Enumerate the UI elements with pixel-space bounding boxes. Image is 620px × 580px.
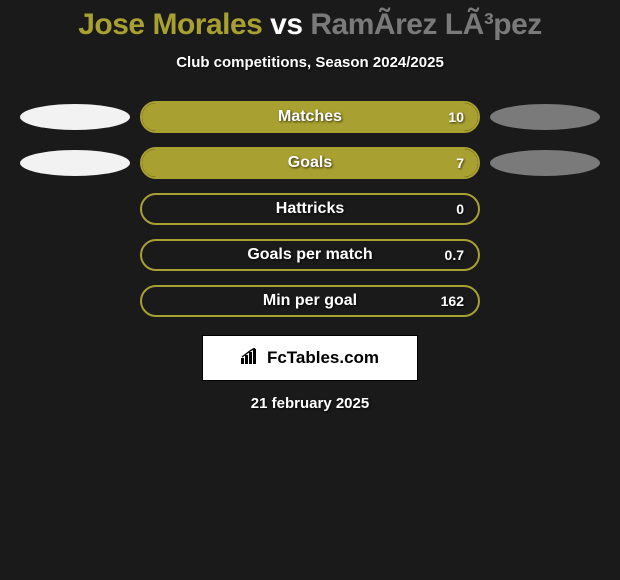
subtitle: Club competitions, Season 2024/2025 — [0, 54, 620, 71]
logo: FcTables.com — [241, 348, 379, 369]
player2-marker — [490, 104, 600, 130]
stat-row: Matches 10 — [0, 101, 620, 133]
stat-label: Min per goal — [263, 292, 357, 310]
player2-name: RamÃ­rez LÃ³pez — [310, 8, 541, 41]
player2-marker — [490, 150, 600, 176]
stat-label: Hattricks — [276, 200, 344, 218]
stat-bar: Matches 10 — [140, 101, 480, 133]
stat-row: Min per goal 162 — [0, 285, 620, 317]
stat-label: Goals per match — [247, 246, 372, 264]
stat-label: Goals — [288, 154, 332, 172]
player1-name: Jose Morales — [78, 8, 262, 41]
stat-row: Hattricks 0 — [0, 193, 620, 225]
stat-value: 7 — [456, 155, 464, 171]
player1-marker — [20, 104, 130, 130]
player1-marker — [20, 150, 130, 176]
page-title: Jose Morales vs RamÃ­rez LÃ³pez — [0, 8, 620, 42]
comparison-container: Jose Morales vs RamÃ­rez LÃ³pez Club com… — [0, 0, 620, 412]
chart-icon — [241, 348, 261, 369]
stat-value: 0 — [456, 201, 464, 217]
date: 21 february 2025 — [0, 395, 620, 412]
stat-bar: Min per goal 162 — [140, 285, 480, 317]
stat-label: Matches — [278, 108, 342, 126]
vs-separator: vs — [262, 8, 310, 41]
stat-row: Goals per match 0.7 — [0, 239, 620, 271]
stat-bar: Goals per match 0.7 — [140, 239, 480, 271]
stat-bar: Goals 7 — [140, 147, 480, 179]
logo-text: FcTables.com — [267, 348, 379, 368]
stat-row: Goals 7 — [0, 147, 620, 179]
stat-value: 10 — [448, 109, 464, 125]
stat-value: 162 — [441, 293, 464, 309]
stats-rows: Matches 10 Goals 7 Hattricks 0 Goals per match… — [0, 101, 620, 317]
logo-box[interactable]: FcTables.com — [202, 335, 418, 381]
stat-value: 0.7 — [445, 247, 464, 263]
stat-bar: Hattricks 0 — [140, 193, 480, 225]
